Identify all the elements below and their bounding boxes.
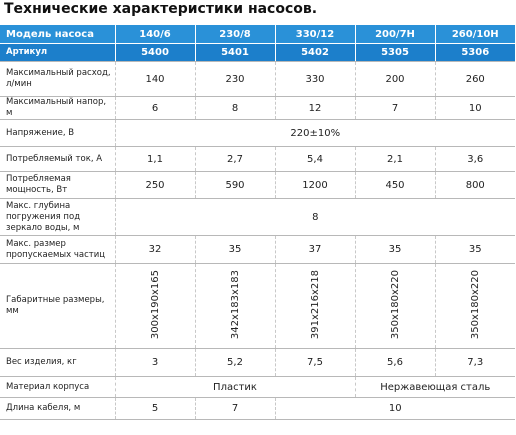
cell: 200 (354, 61, 435, 97)
spec-row: Габаритные размеры, мм 300x190x165 342x183… (0, 263, 515, 349)
header-cell: 330/12 (274, 25, 355, 44)
cell: Пластик (114, 376, 355, 398)
row-label: Напряжение, В (0, 119, 115, 147)
cell: 350x180x220 (434, 263, 515, 349)
cell: 800 (434, 171, 515, 199)
cell: 8 (114, 198, 515, 236)
header-cell: 230/8 (194, 25, 275, 44)
cell: 35 (354, 235, 435, 264)
cell: 35 (194, 235, 275, 264)
cell: 3,6 (434, 146, 515, 172)
header-cell: 200/7Н (354, 25, 435, 44)
cell: 230 (194, 61, 275, 97)
row-label: Материал корпуса (0, 376, 115, 398)
cell: 32 (114, 235, 195, 264)
spec-row: Максимальный расход, л/мин 140 230 330 200 26… (0, 61, 515, 97)
row-label: Потребляемая мощность, Вт (0, 171, 115, 199)
cell: 5401 (194, 43, 275, 62)
spec-row: Макс. размер пропускаемых частиц 32 35 37 35… (0, 235, 515, 264)
cell: 5305 (354, 43, 435, 62)
table-head: Модель насоса 140/6 230/8 330/12 200/7Н 260/1… (0, 25, 515, 44)
row-label: Потребляемый ток, А (0, 146, 115, 172)
cell: 250 (114, 171, 195, 199)
header-cell: 260/10Н (434, 25, 515, 44)
cell: 5306 (434, 43, 515, 62)
cell: 3 (114, 348, 195, 377)
cell: 10 (434, 96, 515, 120)
cell: 590 (194, 171, 275, 199)
spec-row: Длина кабеля, м 5 7 10 (0, 397, 515, 420)
cell: 10 (274, 397, 515, 420)
title: Технические характеристики насосов. (4, 1, 318, 17)
row-label: Максимальный расход, л/мин (0, 61, 115, 97)
cell: 7 (354, 96, 435, 120)
cell: 350x180x220 (354, 263, 435, 349)
cell: 140 (114, 61, 195, 97)
cell: 260 (434, 61, 515, 97)
cell: 5,2 (194, 348, 275, 377)
cell: 5,6 (354, 348, 435, 377)
cell: 35 (434, 235, 515, 264)
article-row: Артикул 5400 5401 5402 5305 5306 (0, 43, 515, 62)
spec-row: Максимальный напор, м 6 8 12 7 10 (0, 96, 515, 120)
spec-row: Макс. глубина погружения под зеркало вод… (0, 198, 515, 236)
row-label: Макс. глубина погружения под зеркало вод… (0, 198, 115, 236)
row-label: Вес изделия, кг (0, 348, 115, 377)
cell: 391x216x218 (274, 263, 355, 349)
dimension-text: 350x180x220 (389, 269, 401, 340)
spec-row: Потребляемая мощность, Вт 250 590 1200 450 80… (0, 171, 515, 199)
cell: 6 (114, 96, 195, 120)
cell: 5402 (274, 43, 355, 62)
cell: 1,1 (114, 146, 195, 172)
cell: 7,3 (434, 348, 515, 377)
dimension-text: 300x190x165 (149, 269, 161, 340)
cell: 12 (274, 96, 355, 120)
row-label: Габаритные размеры, мм (0, 263, 115, 349)
cell: 300x190x165 (114, 263, 195, 349)
cell: 5 (114, 397, 195, 420)
cell: 7,5 (274, 348, 355, 377)
row-label: Артикул (0, 43, 115, 62)
cell: 8 (194, 96, 275, 120)
cell: 5,4 (274, 146, 355, 172)
header-cell: Модель насоса (0, 25, 115, 44)
spec-row: Напряжение, В 220±10% (0, 119, 515, 147)
dimension-text: 342x183x183 (229, 269, 241, 340)
cell: 1200 (274, 171, 355, 199)
dimension-text: 350x180x220 (469, 269, 481, 340)
cell: 220±10% (114, 119, 515, 147)
header-row: Модель насоса 140/6 230/8 330/12 200/7Н 260/1… (0, 25, 515, 44)
row-label: Макс. размер пропускаемых частиц (0, 235, 115, 264)
spec-row: Потребляемый ток, А 1,1 2,7 5,4 2,1 3,6 (0, 146, 515, 172)
cell: 37 (274, 235, 355, 264)
cell: 5400 (114, 43, 195, 62)
cell: 2,7 (194, 146, 275, 172)
spec-row: Материал корпуса Пластик Нержавеющая сталь (0, 376, 515, 398)
header-cell: 140/6 (114, 25, 195, 44)
cell: 330 (274, 61, 355, 97)
table-body: Артикул 5400 5401 5402 5305 5306 Максимальный … (0, 43, 515, 420)
spec-table: Модель насоса 140/6 230/8 330/12 200/7Н 260/1… (0, 25, 515, 420)
dimension-text: 391x216x218 (309, 269, 321, 340)
row-label: Максимальный напор, м (0, 96, 115, 120)
cell: 450 (354, 171, 435, 199)
cell: 2,1 (354, 146, 435, 172)
spec-row: Вес изделия, кг 3 5,2 7,5 5,6 7,3 (0, 348, 515, 377)
cell: 7 (194, 397, 275, 420)
row-label: Длина кабеля, м (0, 397, 115, 420)
cell: Нержавеющая сталь (354, 376, 515, 398)
cell: 342x183x183 (194, 263, 275, 349)
